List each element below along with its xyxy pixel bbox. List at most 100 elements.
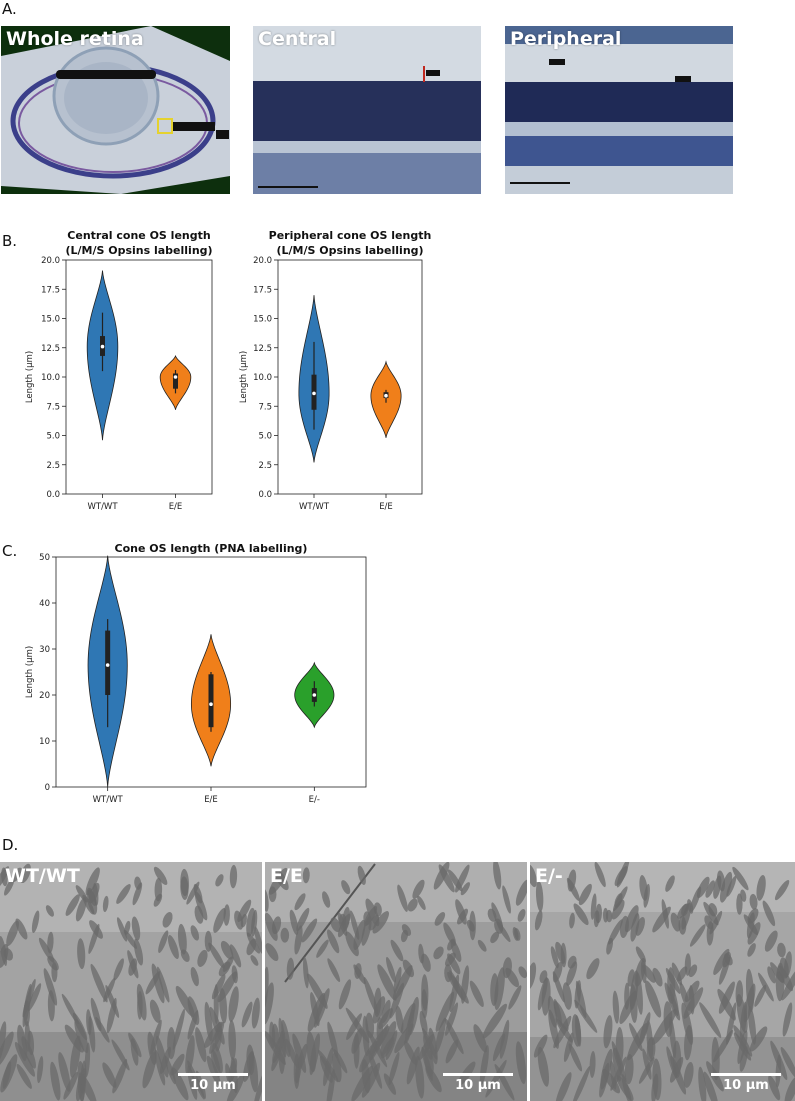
em-mitochondrion bbox=[285, 1038, 299, 1069]
violin-iqr-box bbox=[208, 674, 214, 728]
em-mitochondrion bbox=[646, 1020, 654, 1060]
em-mitochondrion bbox=[444, 964, 453, 983]
em-mitochondrion bbox=[345, 931, 359, 957]
em-mitochondrion bbox=[327, 1021, 339, 1059]
violin-iqr-box bbox=[173, 373, 178, 389]
em-mitochondrion bbox=[265, 982, 274, 1025]
y-tick-label: 5.0 bbox=[258, 432, 272, 442]
em-mitochondrion bbox=[494, 967, 505, 1011]
em-mitochondrion bbox=[372, 996, 386, 1024]
em-mitochondrion bbox=[250, 955, 259, 966]
em-mitochondrion bbox=[63, 1071, 79, 1100]
em-mitochondrion bbox=[369, 1025, 390, 1055]
em-mitochondrion bbox=[433, 946, 444, 960]
em-mitochondrion bbox=[784, 1076, 795, 1101]
chart-title: Central cone OS length bbox=[67, 229, 210, 242]
em-mitochondrion bbox=[31, 910, 40, 934]
em-mitochondrion bbox=[635, 972, 643, 1015]
whole-retina-section bbox=[1, 26, 230, 194]
em-mitochondrion bbox=[88, 1016, 96, 1053]
em-mitochondrion bbox=[533, 1034, 548, 1058]
y-axis-label: Length (μm) bbox=[25, 351, 35, 403]
em-mitochondrion bbox=[768, 1075, 781, 1101]
em-mitochondrion bbox=[154, 1049, 166, 1086]
em-mitochondrion bbox=[569, 912, 575, 929]
em-mitochondrion bbox=[706, 1061, 724, 1092]
em-mitochondrion bbox=[79, 1072, 97, 1101]
em-mitochondrion bbox=[102, 1062, 117, 1088]
em-mitochondrion bbox=[378, 1008, 393, 1030]
em-mitochondrion bbox=[19, 863, 31, 884]
em-mitochondrion bbox=[403, 1040, 417, 1065]
peripheral-retina-section bbox=[505, 26, 733, 194]
y-axis-label: Length (μm) bbox=[25, 646, 35, 698]
em-mitochondrion bbox=[669, 1056, 684, 1083]
em-mitochondrion bbox=[327, 929, 340, 954]
violin-median bbox=[100, 344, 105, 349]
em-mitochondrion bbox=[190, 925, 200, 941]
em-mitochondrion bbox=[614, 893, 623, 908]
violin-median bbox=[209, 702, 213, 706]
em-mitochondrion bbox=[652, 1058, 662, 1101]
em-mitochondrion bbox=[265, 888, 269, 912]
em-mitochondrion bbox=[241, 1001, 253, 1028]
em-mitochondrion bbox=[517, 909, 526, 922]
em-mitochondrion bbox=[131, 916, 141, 941]
em-mitochondrion bbox=[560, 942, 567, 968]
em-mitochondrion bbox=[749, 893, 758, 910]
em-mitochondrion bbox=[133, 938, 144, 966]
em-mitochondrion bbox=[363, 976, 379, 1015]
y-tick-label: 2.5 bbox=[46, 461, 60, 471]
em-mitochondrion bbox=[47, 956, 59, 971]
em-mitochondrion bbox=[220, 940, 234, 960]
em-mitochondrion bbox=[719, 871, 733, 903]
em-mitochondrion bbox=[494, 918, 504, 934]
central-retina-image: Central bbox=[253, 26, 481, 194]
em-mitochondrion bbox=[611, 899, 625, 920]
em-mitochondrion bbox=[213, 984, 219, 1025]
em-mitochondrion bbox=[739, 1046, 748, 1072]
em-mitochondrion bbox=[180, 876, 189, 900]
em-mitochondrion bbox=[149, 999, 161, 1023]
em-mitochondrion bbox=[490, 931, 500, 944]
em-mitochondrion bbox=[289, 909, 299, 936]
em-mitochondrion bbox=[190, 967, 199, 987]
em-mitochondrion bbox=[393, 966, 402, 994]
em-mitochondrion bbox=[602, 907, 609, 923]
central-retina-section bbox=[253, 26, 481, 194]
em-mitochondrion bbox=[571, 1014, 581, 1047]
y-tick-label: 50 bbox=[39, 553, 50, 563]
em-mitochondrion bbox=[395, 1005, 404, 1033]
em-mitochondrion bbox=[322, 891, 331, 908]
em-mitochondrion bbox=[630, 912, 640, 942]
em-mitochondrion bbox=[294, 925, 303, 955]
em-ee-title: E/E bbox=[270, 865, 303, 887]
em-mitochondrion bbox=[303, 956, 309, 989]
em-mitochondrion bbox=[392, 965, 413, 1001]
em-mitochondrion bbox=[58, 1052, 71, 1092]
em-mitochondrion bbox=[749, 1026, 768, 1052]
em-mitochondrion bbox=[599, 1062, 610, 1098]
em-mitochondrion bbox=[24, 1021, 31, 1052]
em-mitochondrion bbox=[90, 963, 108, 1003]
em-mitochondrion bbox=[246, 907, 256, 937]
em-mitochondrion bbox=[732, 866, 749, 891]
em-mitochondrion bbox=[666, 1046, 677, 1079]
em-mitochondrion bbox=[158, 930, 169, 953]
em-mitochondrion bbox=[515, 1041, 527, 1085]
em-mitochondrion bbox=[240, 913, 247, 928]
em-mitochondrion bbox=[0, 866, 10, 892]
y-tick-label: 2.5 bbox=[258, 461, 272, 471]
panel-b-label: B. bbox=[2, 232, 18, 250]
y-tick-label: 15.0 bbox=[253, 315, 272, 325]
em-mitochondrion bbox=[388, 1052, 400, 1086]
em-mitochondrion bbox=[368, 914, 380, 931]
em-mitochondrion bbox=[460, 965, 470, 1004]
em-mitochondrion bbox=[530, 962, 537, 990]
em-mitochondrion bbox=[754, 984, 767, 1007]
whole-retina-image: Whole retina bbox=[1, 26, 230, 194]
em-mitochondrion bbox=[683, 1062, 694, 1088]
em-mitochondrion bbox=[562, 982, 572, 1010]
em-ee-scale-label: 10 µm bbox=[455, 1078, 501, 1093]
em-mitochondrion bbox=[301, 918, 318, 943]
